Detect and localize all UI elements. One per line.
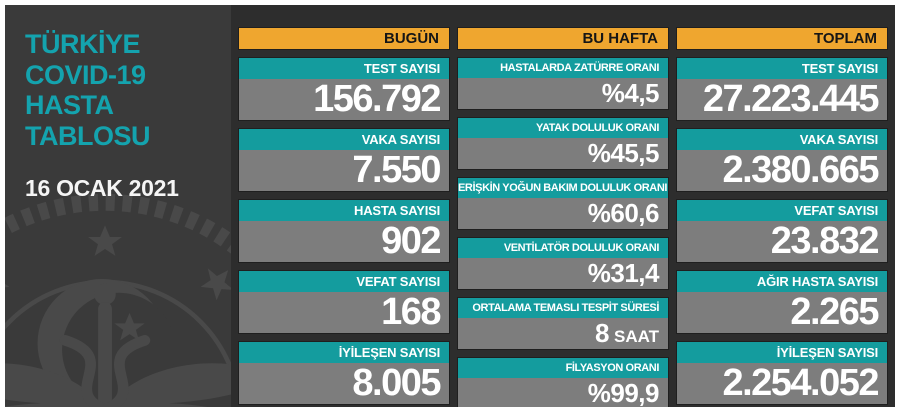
stat-value: 2.265 [790, 291, 879, 333]
stat-row: VEFAT SAYISI 168 [238, 270, 450, 334]
stat-value-area: %4,5 [458, 78, 668, 109]
stat-value-area: %45,5 [458, 138, 668, 169]
stat-label: TEST SAYISI [677, 58, 887, 79]
stat-value-area: 2.380.665 [677, 150, 887, 191]
stat-row: VAKA SAYISI 7.550 [238, 128, 450, 192]
health-ministry-seal-icon [5, 193, 231, 407]
stat-value-area: 2.254.052 [677, 363, 887, 404]
stat-row: TEST SAYISI 27.223.445 [676, 57, 888, 121]
stat-label: YATAK DOLULUK ORANI [458, 118, 668, 138]
stat-row: AĞIR HASTA SAYISI 2.265 [676, 270, 888, 334]
stat-value: %45,5 [587, 138, 660, 168]
column-header-toplam: TOPLAM [676, 27, 888, 50]
stat-label: ORTALAMA TEMASLI TESPİT SÜRESİ [458, 298, 668, 318]
stat-value-area: 23.832 [677, 221, 887, 262]
stat-row: TEST SAYISI 156.792 [238, 57, 450, 121]
stat-value: %31,4 [587, 258, 660, 288]
stat-value-area: 8.005 [239, 363, 449, 404]
stats-column-toplam: TOPLAM TEST SAYISI 27.223.445 VAKA SAYISI 2.… [676, 27, 888, 407]
stat-label: ERİŞKİN YOĞUN BAKIM DOLULUK ORANI [458, 178, 668, 198]
stat-value: %99,9 [587, 378, 660, 407]
stat-row: VAKA SAYISI 2.380.665 [676, 128, 888, 192]
stats-column-bu-hafta: BU HAFTA HASTALARDA ZATÜRRE ORANI %4,5 YATA… [457, 27, 669, 407]
covid-table-board: TÜRKİYE COVID-19 HASTA TABLOSU 16 OCAK 2… [5, 5, 895, 407]
stat-row: VEFAT SAYISI 23.832 [676, 199, 888, 263]
stat-label: VENTİLATÖR DOLULUK ORANI [458, 238, 668, 258]
stat-value-area: 168 [239, 292, 449, 333]
stat-unit: SAAT [613, 327, 659, 346]
stats-column-bugun: BUGÜN TEST SAYISI 156.792 VAKA SAYISI 7.550 H… [238, 27, 450, 407]
stat-value: %60,6 [587, 198, 660, 228]
stat-value-area: 7.550 [239, 150, 449, 191]
stat-label: VEFAT SAYISI [239, 271, 449, 292]
stat-row: HASTA SAYISI 902 [238, 199, 450, 263]
title-line-3: HASTA [25, 90, 114, 120]
report-date: 16 OCAK 2021 [25, 175, 179, 201]
stat-value: 8 [595, 318, 609, 348]
stat-row: YATAK DOLULUK ORANI %45,5 [457, 117, 669, 170]
stat-row: FİLYASYON ORANI %99,9 [457, 357, 669, 407]
stat-row: ORTALAMA TEMASLI TESPİT SÜRESİ 8 SAAT [457, 297, 669, 350]
stat-value: 902 [381, 220, 441, 262]
stat-value: 168 [381, 291, 441, 333]
stat-label: VAKA SAYISI [677, 129, 887, 150]
stat-value-area: 902 [239, 221, 449, 262]
title-line-2: COVID-19 [25, 59, 146, 90]
stat-label: VAKA SAYISI [239, 129, 449, 150]
stat-row: İYİLEŞEN SAYISI 2.254.052 [676, 341, 888, 405]
stat-row: VENTİLATÖR DOLULUK ORANI %31,4 [457, 237, 669, 290]
page-title: TÜRKİYE COVID-19 HASTA TABLOSU [25, 29, 231, 151]
stats-columns: BUGÜN TEST SAYISI 156.792 VAKA SAYISI 7.550 H… [231, 5, 895, 407]
stat-label: HASTA SAYISI [239, 200, 449, 221]
stat-row: ERİŞKİN YOĞUN BAKIM DOLULUK ORANI %60,6 [457, 177, 669, 230]
stat-value-area: %60,6 [458, 198, 668, 229]
stat-label: HASTALARDA ZATÜRRE ORANI [458, 58, 668, 78]
stat-value-area: 156.792 [239, 79, 449, 120]
title-line-1: TÜRKİYE [25, 29, 141, 59]
stat-value: %4,5 [601, 78, 660, 108]
title-line-4: TABLOSU [25, 120, 151, 151]
stat-value: 27.223.445 [702, 78, 880, 120]
stat-row: İYİLEŞEN SAYISI 8.005 [238, 341, 450, 405]
stat-label: TEST SAYISI [239, 58, 449, 79]
column-header-bugun: BUGÜN [238, 27, 450, 50]
stat-value: 2.254.052 [722, 362, 879, 404]
stat-value-area: %99,9 [458, 378, 668, 407]
stat-row: HASTALARDA ZATÜRRE ORANI %4,5 [457, 57, 669, 110]
left-panel: TÜRKİYE COVID-19 HASTA TABLOSU 16 OCAK 2… [5, 5, 231, 407]
stat-label: İYİLEŞEN SAYISI [677, 342, 887, 363]
stat-value: 23.832 [770, 220, 880, 262]
stat-value-area: 27.223.445 [677, 79, 887, 120]
stat-value: 8.005 [352, 362, 441, 404]
stat-label: AĞIR HASTA SAYISI [677, 271, 887, 292]
stat-value: 2.380.665 [722, 149, 879, 191]
stat-value-area: %31,4 [458, 258, 668, 289]
stat-value: 7.550 [352, 149, 441, 191]
stat-label: FİLYASYON ORANI [458, 358, 668, 378]
stat-label: VEFAT SAYISI [677, 200, 887, 221]
stat-label: İYİLEŞEN SAYISI [239, 342, 449, 363]
stat-value-area: 8 SAAT [458, 318, 668, 349]
stat-value-area: 2.265 [677, 292, 887, 333]
stat-value: 156.792 [313, 78, 441, 120]
column-header-bu-hafta: BU HAFTA [457, 27, 669, 50]
